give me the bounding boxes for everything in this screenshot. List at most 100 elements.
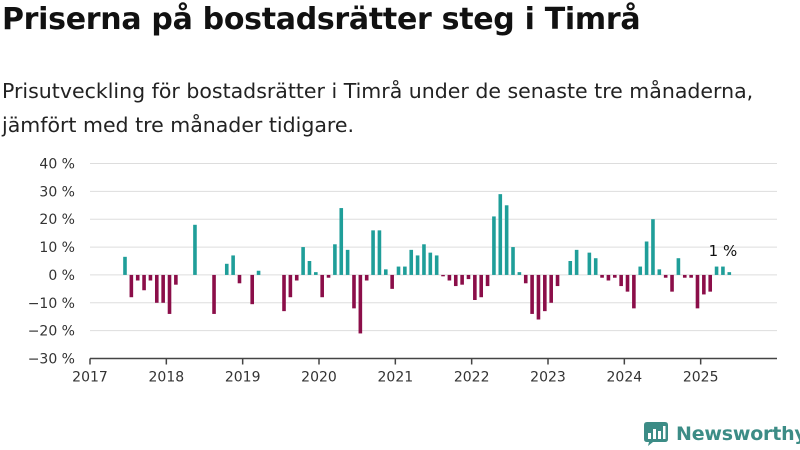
x-axis: 2017 2018 2019 2020 2021 2022 2023 2024 2025: [72, 357, 777, 386]
bar: [695, 274, 700, 309]
bar: [453, 274, 458, 287]
bar: [320, 274, 324, 298]
bar: [333, 244, 337, 275]
bar: [371, 230, 375, 275]
bar: [708, 274, 713, 292]
newsworthy-logo-icon: [644, 422, 668, 446]
bar: [326, 274, 331, 278]
x-tick-label: 2025: [683, 370, 719, 386]
annotation-label: 1 %: [709, 242, 738, 260]
bar: [224, 263, 229, 275]
x-tick-label: 2024: [607, 370, 643, 386]
y-tick-label: 10 %: [39, 240, 75, 256]
bar: [377, 230, 382, 275]
bar: [447, 274, 452, 281]
bar: [358, 274, 363, 334]
bar: [727, 272, 732, 275]
bar: [339, 208, 344, 275]
x-tick-label: 2021: [378, 370, 414, 386]
y-tick-label: 40 %: [39, 157, 75, 173]
bar: [721, 266, 725, 275]
bar: [549, 274, 553, 303]
bar: [441, 274, 445, 277]
brand-logo[interactable]: Newsworthy: [643, 419, 800, 449]
y-tick-label: −20 %: [28, 324, 75, 340]
bar: [428, 252, 433, 275]
bar: [644, 241, 649, 275]
bar: [129, 274, 134, 298]
bar: [364, 274, 369, 281]
bar: [383, 269, 388, 275]
bar: [574, 249, 579, 275]
bar: [403, 266, 407, 275]
bar: [409, 249, 414, 275]
bar: [415, 255, 420, 275]
bar: [123, 256, 127, 275]
annotation: 1 %: [709, 242, 738, 260]
bar: [307, 261, 312, 275]
bar: [212, 274, 216, 314]
bar: [256, 270, 261, 275]
bar: [676, 258, 681, 275]
chart-subtitle: Prisutveckling för bostadsrätter i Timrå…: [2, 79, 754, 137]
bar: [625, 274, 630, 292]
bar: [154, 274, 159, 303]
bar: [511, 247, 515, 275]
bar: [237, 274, 242, 284]
bar: [523, 274, 528, 284]
bar: [396, 266, 401, 275]
bar: [167, 274, 172, 314]
bar: [504, 205, 509, 275]
x-tick-label: 2022: [454, 370, 490, 386]
bar: [682, 274, 687, 278]
bar: [485, 274, 490, 287]
y-tick-label: 0 %: [48, 268, 75, 284]
bar: [632, 274, 636, 309]
bar: [473, 274, 477, 300]
bar: [498, 194, 503, 275]
bar: [568, 261, 573, 275]
bar: [135, 274, 140, 281]
bar: [593, 258, 598, 275]
bar: [702, 274, 706, 295]
bar: [530, 274, 534, 314]
bar: [517, 272, 522, 275]
bar: [301, 247, 305, 275]
bar: [536, 274, 541, 320]
bar: [606, 274, 611, 281]
bar: [390, 274, 394, 289]
bar: [314, 272, 318, 275]
bars: [123, 194, 732, 334]
y-tick-label: −30 %: [28, 352, 75, 368]
bar: [174, 274, 178, 285]
bar: [422, 244, 426, 275]
bar: [161, 274, 165, 303]
bar: [193, 224, 197, 275]
bar: [460, 274, 464, 285]
bar: [352, 274, 356, 309]
bar: [282, 274, 286, 312]
bar: [600, 274, 604, 278]
bar: [288, 274, 293, 298]
brand-name: Newsworthy: [676, 423, 800, 445]
bar: [231, 255, 235, 275]
x-tick-label: 2019: [225, 370, 261, 386]
x-tick-label: 2018: [149, 370, 185, 386]
bar: [689, 274, 693, 278]
bar: [434, 255, 439, 275]
bar: [345, 249, 350, 275]
bar: [612, 274, 617, 278]
bar: [250, 274, 255, 305]
x-tick-label: 2023: [530, 370, 566, 386]
bar: [492, 216, 496, 275]
bar: [714, 266, 719, 275]
x-tick-label: 2020: [301, 370, 337, 386]
bar: [670, 274, 674, 292]
bar: [294, 274, 299, 281]
bar: [663, 274, 668, 278]
x-tick-label: 2017: [72, 370, 108, 386]
bar: [479, 274, 484, 298]
bar: [543, 274, 547, 312]
bar: [142, 274, 146, 291]
